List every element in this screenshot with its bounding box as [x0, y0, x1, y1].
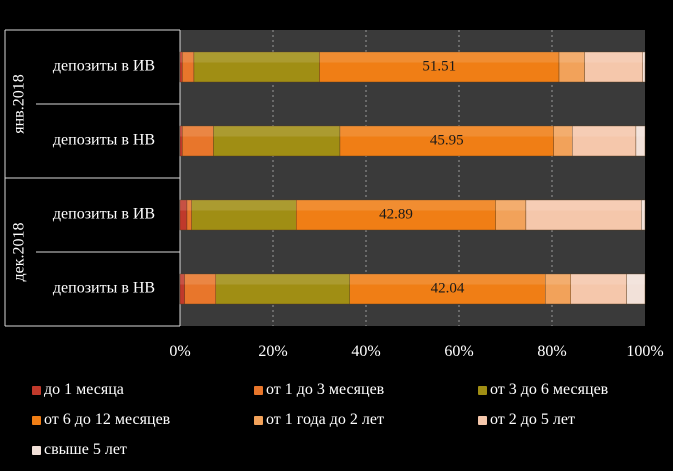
legend-item: от 1 года до 2 лет	[254, 410, 384, 430]
bar-segment-highlight	[186, 200, 192, 211]
bar-segment	[495, 199, 527, 231]
bar-segment-highlight	[626, 274, 645, 285]
bar-segment	[191, 199, 297, 231]
data-label: 51.51	[422, 58, 456, 74]
bar-segment-highlight	[191, 200, 297, 211]
bar-segment-highlight	[180, 274, 185, 285]
legend-item: от 3 до 6 месяцев	[478, 380, 608, 400]
bar-segment-highlight	[193, 52, 320, 63]
bar-segment-highlight	[559, 52, 585, 63]
x-tick-label: 60%	[444, 343, 473, 360]
bar-segment-highlight	[495, 200, 526, 211]
category-label: депозиты в ИВ	[53, 206, 155, 223]
legend-swatch	[254, 385, 263, 395]
legend-label: до 1 месяца	[44, 381, 124, 398]
bar-segment-highlight	[182, 52, 194, 63]
group-label: янв.2018	[11, 74, 28, 133]
bar-segment-highlight	[182, 126, 214, 137]
bar-segment-highlight	[215, 274, 350, 285]
legend-item: до 1 месяца	[32, 380, 124, 400]
legend-swatch	[478, 415, 487, 425]
legend-swatch	[32, 385, 41, 395]
bar-segment	[193, 51, 320, 83]
bar-segment-highlight	[635, 126, 645, 137]
bar-segment-highlight	[570, 274, 627, 285]
bar-segment-highlight	[184, 274, 216, 285]
bar-segment-highlight	[572, 126, 636, 137]
bar-segment-highlight	[349, 274, 546, 285]
legend-label: от 6 до 12 месяцев	[44, 411, 171, 428]
bar-segment-highlight	[339, 126, 554, 137]
bar-segment	[349, 273, 546, 305]
legend: до 1 месяца от 1 до 3 месяцев от 3 до 6 ме…	[0, 376, 673, 471]
x-tick-label: 80%	[537, 343, 566, 360]
data-label: 45.95	[430, 132, 464, 148]
legend-label: свыше 5 лет	[44, 441, 127, 458]
bar-segment-highlight	[553, 126, 573, 137]
chart-svg: 0% 20% 40% 60% 80% 100% янв.2018 депозиты в ИВ д…	[4, 29, 664, 360]
data-label: 42.04	[431, 280, 465, 296]
data-label: 42.89	[379, 206, 413, 222]
bar-segment	[184, 273, 217, 305]
legend-item: от 1 до 3 месяцев	[254, 380, 384, 400]
legend-swatch	[254, 415, 263, 425]
group-label: дек.2018	[11, 222, 28, 281]
x-tick-label: 20%	[258, 343, 287, 360]
bar-segment	[558, 51, 585, 83]
legend-swatch	[32, 445, 41, 455]
bar-segment	[642, 51, 646, 83]
bar-segment	[213, 125, 341, 157]
bar-segment-highlight	[180, 52, 183, 63]
bar-segment-highlight	[545, 274, 571, 285]
x-tick-label: 0%	[169, 343, 190, 360]
bar-segment	[545, 273, 571, 305]
x-tick-label: 100%	[626, 343, 663, 360]
bar-segment	[339, 125, 554, 157]
legend-item: от 2 до 5 лет	[478, 410, 575, 430]
legend-label: от 2 до 5 лет	[490, 411, 575, 428]
legend-item: от 6 до 12 месяцев	[32, 410, 170, 430]
bar-segment-highlight	[319, 52, 560, 63]
bar-segment	[296, 199, 496, 231]
legend-swatch	[478, 385, 487, 395]
bar-segment	[626, 273, 646, 305]
category-label: депозиты в НВ	[53, 132, 155, 149]
legend-item: свыше 5 лет	[32, 440, 127, 460]
bar-segment	[641, 199, 646, 231]
x-tick-label: 40%	[351, 343, 380, 360]
bar-segment-highlight	[180, 126, 183, 137]
bar-segment-highlight	[525, 200, 642, 211]
bar-segment-highlight	[180, 200, 187, 211]
bar-segment-highlight	[296, 200, 496, 211]
bar-segment-highlight	[584, 52, 643, 63]
bar-segment	[635, 125, 646, 157]
legend-label: от 3 до 6 месяцев	[490, 381, 609, 398]
category-label: депозиты в ИВ	[53, 58, 155, 75]
bar-segment-highlight	[213, 126, 340, 137]
bar-segment	[182, 125, 214, 157]
bar-segment-highlight	[642, 52, 646, 63]
legend-label: от 1 до 3 месяцев	[266, 381, 385, 398]
legend-swatch	[32, 415, 41, 425]
bar-segment	[215, 273, 350, 305]
legend-label: от 1 года до 2 лет	[266, 411, 384, 428]
bar-segment	[525, 199, 642, 231]
category-label: депозиты в НВ	[53, 280, 155, 297]
bar-segment	[319, 51, 560, 83]
bar-segment	[572, 125, 637, 157]
bar-segment-highlight	[641, 200, 645, 211]
bar-segment	[570, 273, 627, 305]
bar-segment	[584, 51, 643, 83]
